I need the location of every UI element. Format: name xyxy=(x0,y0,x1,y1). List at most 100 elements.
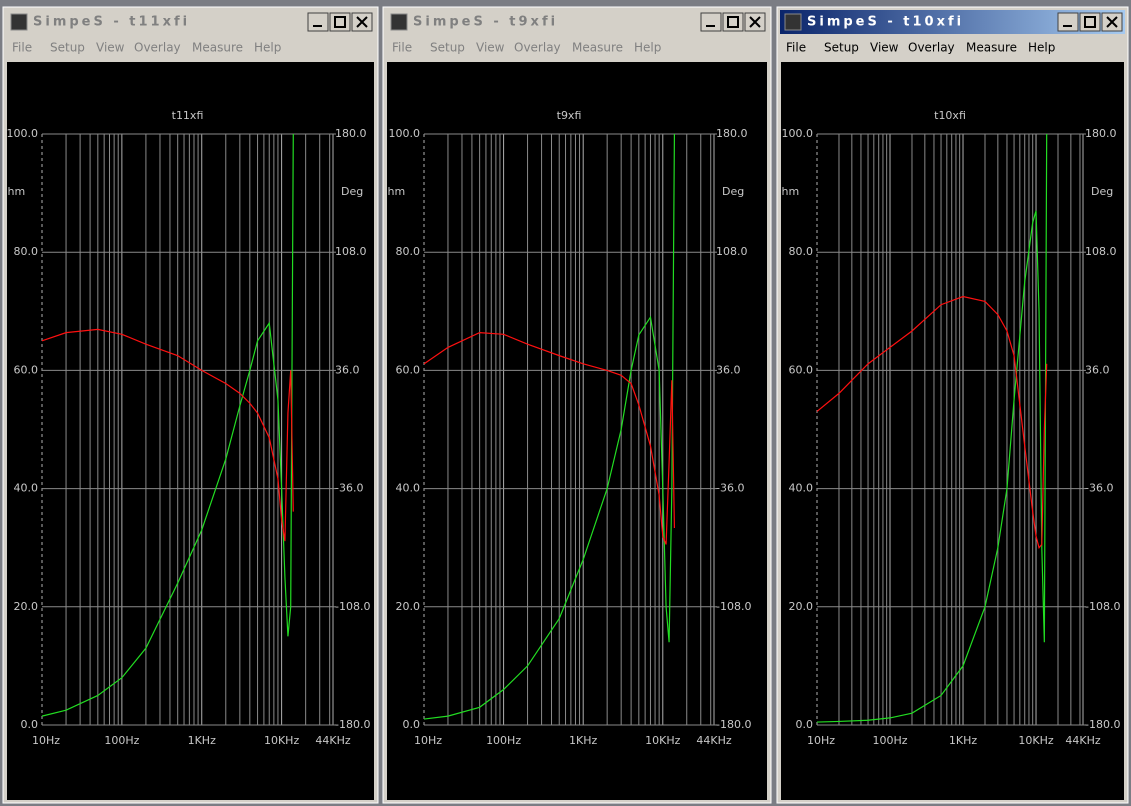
y-tick-label: 40.0 xyxy=(14,482,39,495)
y2-tick-label: 180.0 xyxy=(335,127,367,140)
menu-item[interactable]: View xyxy=(870,41,899,55)
y2-tick-label: -180.0 xyxy=(716,718,751,731)
minimize-button[interactable] xyxy=(307,12,329,32)
maximize-button[interactable] xyxy=(1079,12,1101,32)
menu-item[interactable]: Setup xyxy=(824,41,859,55)
x-tick-label: 100Hz xyxy=(486,734,521,747)
menu-item[interactable]: Help xyxy=(1028,41,1055,55)
x-tick-label: 44KHz xyxy=(696,734,731,747)
minimize-button[interactable] xyxy=(1057,12,1079,32)
y-tick-label: 80.0 xyxy=(396,245,421,258)
curve xyxy=(41,328,294,542)
y-tick-label: 40.0 xyxy=(396,482,421,495)
y-tick-label: 60.0 xyxy=(14,363,39,376)
y2-tick-label: -108.0 xyxy=(716,600,751,613)
y-tick-label: 100.0 xyxy=(389,127,421,140)
y-tick-label: 80.0 xyxy=(14,245,39,258)
maximize-button[interactable] xyxy=(722,12,744,32)
x-tick-label: 10KHz xyxy=(645,734,680,747)
y2-tick-label: -180.0 xyxy=(1085,718,1120,731)
chart: t9xfi Ohm Deg 10Hz 100Hz 1KHz 10KHz 44KHz 100.0 8… xyxy=(379,109,751,747)
y-tick-label: 20.0 xyxy=(14,600,39,613)
app-icon xyxy=(10,13,28,31)
y2-tick-label: -108.0 xyxy=(1085,600,1120,613)
chart-title: t10xfi xyxy=(934,109,966,122)
y-tick-label: 40.0 xyxy=(789,482,814,495)
chart: t11xfi Ohm Deg 10Hz 100Hz 1KHz 10KHz 44KHz 100.0… xyxy=(0,109,370,747)
y2-tick-label: 108.0 xyxy=(1085,245,1117,258)
y-tick-label: 80.0 xyxy=(789,245,814,258)
x-tick-label: 10KHz xyxy=(1018,734,1053,747)
curve xyxy=(816,295,1048,549)
window-title: SimpeS - t11xfi xyxy=(33,15,190,30)
chart-title: t9xfi xyxy=(557,109,582,122)
y-tick-label: 0.0 xyxy=(403,718,421,731)
menu-item[interactable]: Help xyxy=(634,41,661,55)
y2-axis-label: Deg xyxy=(722,185,744,198)
y2-tick-label: 180.0 xyxy=(1085,127,1117,140)
menu-item[interactable]: View xyxy=(96,41,125,55)
y2-tick-label: -36.0 xyxy=(1085,482,1113,495)
minimize-button[interactable] xyxy=(700,12,722,32)
plot-client xyxy=(387,62,767,800)
curve xyxy=(816,133,1048,723)
x-tick-label: 100Hz xyxy=(872,734,907,747)
y2-tick-label: -36.0 xyxy=(716,482,744,495)
menu-item[interactable]: View xyxy=(476,41,505,55)
x-tick-label: 1KHz xyxy=(569,734,597,747)
menu-item[interactable]: Setup xyxy=(50,41,85,55)
maximize-icon xyxy=(727,16,739,28)
x-tick-label: 44KHz xyxy=(1065,734,1100,747)
x-tick-label: 100Hz xyxy=(104,734,139,747)
y2-tick-label: 36.0 xyxy=(1085,363,1110,376)
maximize-button[interactable] xyxy=(329,12,351,32)
y2-tick-label: 108.0 xyxy=(716,245,748,258)
chart-title: t11xfi xyxy=(172,109,204,122)
y2-tick-label: 180.0 xyxy=(716,127,748,140)
y-tick-label: 0.0 xyxy=(21,718,39,731)
menu-item[interactable]: Overlay xyxy=(134,41,181,55)
window-title: SimpeS - t9xfi xyxy=(413,15,558,30)
x-tick-label: 10Hz xyxy=(414,734,442,747)
y2-tick-label: 36.0 xyxy=(335,363,360,376)
plot-client xyxy=(7,62,374,800)
close-icon xyxy=(749,16,761,28)
menu-item[interactable]: File xyxy=(392,41,412,55)
menu-item[interactable]: Measure xyxy=(966,41,1017,55)
y-axis-label: Ohm xyxy=(0,185,25,198)
menu-item[interactable]: Measure xyxy=(572,41,623,55)
menu-item[interactable]: Overlay xyxy=(908,41,955,55)
curve xyxy=(423,332,676,545)
menu-item[interactable]: Overlay xyxy=(514,41,561,55)
menu-item[interactable]: Setup xyxy=(430,41,465,55)
y-axis-label: Ohm xyxy=(379,185,405,198)
menu-item[interactable]: Measure xyxy=(192,41,243,55)
maximize-icon xyxy=(334,16,346,28)
y2-axis-label: Deg xyxy=(1091,185,1113,198)
x-tick-label: 10Hz xyxy=(32,734,60,747)
menu-item[interactable]: File xyxy=(786,41,806,55)
curve xyxy=(41,133,294,717)
maximize-icon xyxy=(1084,16,1096,28)
x-tick-label: 10KHz xyxy=(264,734,299,747)
y-axis-label: Ohm xyxy=(773,185,799,198)
y-tick-label: 60.0 xyxy=(396,363,421,376)
menu-item[interactable]: Help xyxy=(254,41,281,55)
y-tick-label: 20.0 xyxy=(396,600,421,613)
y-tick-label: 100.0 xyxy=(7,127,39,140)
x-tick-label: 1KHz xyxy=(188,734,216,747)
x-tick-label: 44KHz xyxy=(315,734,350,747)
window-title: SimpeS - t10xfi xyxy=(807,15,964,30)
menu-item[interactable]: File xyxy=(12,41,32,55)
y-tick-label: 60.0 xyxy=(789,363,814,376)
y2-tick-label: -180.0 xyxy=(335,718,370,731)
y2-axis-label: Deg xyxy=(341,185,363,198)
y-tick-label: 0.0 xyxy=(796,718,814,731)
close-icon xyxy=(1106,16,1118,28)
y2-tick-label: -36.0 xyxy=(335,482,363,495)
